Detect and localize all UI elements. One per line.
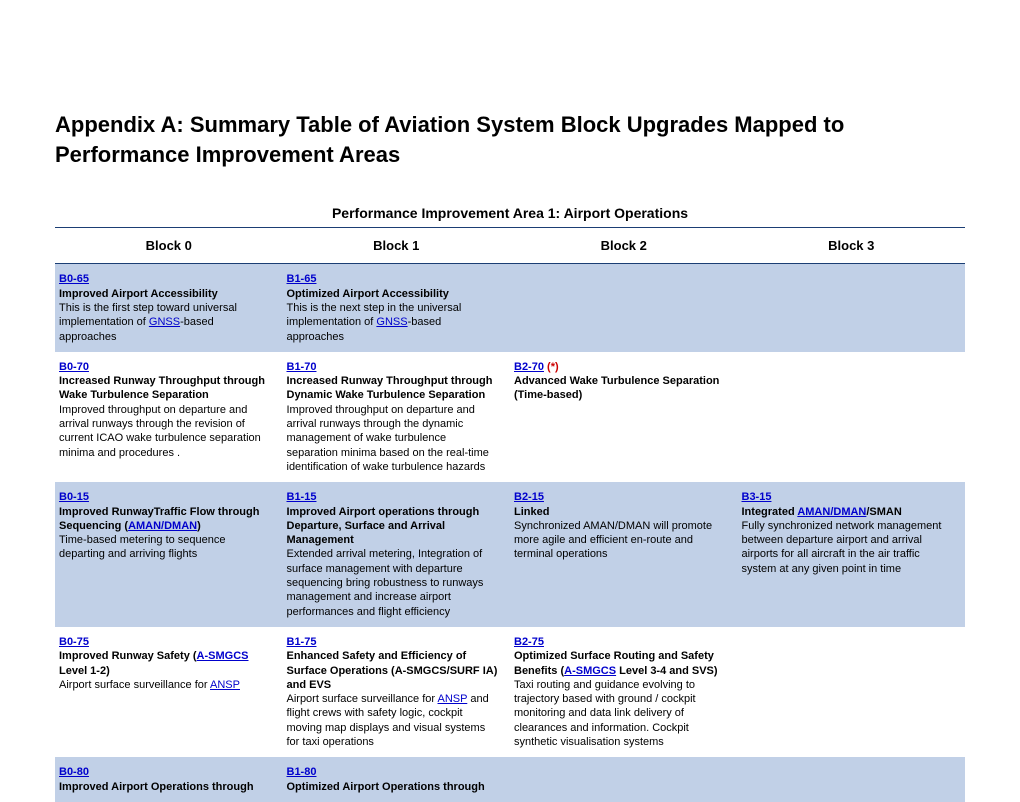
block-desc-pre: Time-based metering to sequence departin… (59, 534, 226, 560)
table-cell: B1-70 Increased Runway Throughput through… (283, 352, 511, 482)
table-cell: B3-15 Integrated AMAN/DMAN/SMAN Fully sync… (738, 482, 966, 627)
block-title-post: ) (197, 520, 201, 532)
block-desc-link[interactable]: GNSS (376, 316, 407, 328)
block-title: Optimized Surface Routing and Safety Ben… (514, 650, 718, 676)
block-code-link[interactable]: B2-15 (514, 491, 544, 503)
block-desc-pre: Airport surface surveillance for (59, 679, 210, 691)
block-title: Enhanced Safety and Efficiency of Surfac… (287, 650, 498, 691)
table-cell (738, 264, 966, 352)
page-container: Appendix A: Summary Table of Aviation Sy… (0, 0, 1020, 802)
block-code-link[interactable]: B0-65 (59, 273, 89, 285)
block-code-link[interactable]: B1-80 (287, 766, 317, 778)
table-cell (510, 757, 738, 802)
table-cell (738, 352, 966, 482)
table-cell: B0-75 Improved Runway Safety (A-SMGCS Lev… (55, 627, 283, 757)
table-cell: B0-65Improved Airport AccessibilityThis … (55, 264, 283, 352)
table-cell: B2-70 (*) Advanced Wake Turbulence Separa… (510, 352, 738, 482)
block-title: Improved Airport operations through Depa… (287, 506, 480, 547)
block-code-link[interactable]: B0-75 (59, 636, 89, 648)
block-title-link[interactable]: AMAN/DMAN (128, 520, 197, 532)
block-desc-link[interactable]: GNSS (149, 316, 180, 328)
block-title: Linked (514, 506, 549, 518)
block-title-link[interactable]: AMAN/DMAN (797, 506, 866, 518)
block-desc-pre: Improved throughput on departure and arr… (59, 404, 261, 459)
block-desc-pre: Fully synchronized network management be… (742, 520, 942, 575)
col-header-block2: Block 2 (510, 228, 738, 264)
col-header-block3: Block 3 (738, 228, 966, 264)
col-header-block1: Block 1 (283, 228, 511, 264)
block-desc-pre: Improved throughput on departure and arr… (287, 404, 489, 473)
block-upgrades-table: Block 0 Block 1 Block 2 Block 3 B0-65 Imp… (55, 227, 965, 802)
col-header-block0: Block 0 (55, 228, 283, 264)
block-title-link[interactable]: A-SMGCS (197, 650, 249, 662)
block-code-link[interactable]: B1-70 (287, 361, 317, 373)
block-title-link[interactable]: A-SMGCS (564, 665, 616, 677)
table-row: B0-75Improved Runway Safety (A-SMGCS Lev… (55, 627, 965, 757)
table-cell: B1-65Optimized Airport AccessibilityThis… (283, 264, 511, 352)
block-code-link[interactable]: B0-15 (59, 491, 89, 503)
section-subtitle: Performance Improvement Area 1: Airport … (55, 205, 965, 221)
table-cell: B1-15 Improved Airport operations through… (283, 482, 511, 627)
table-row: B0-15 Improved RunwayTraffic Flow throug… (55, 482, 965, 627)
table-cell: B0-15 Improved RunwayTraffic Flow throug… (55, 482, 283, 627)
block-title: Integrated AMAN/DMAN/SMAN (742, 506, 902, 518)
table-cell: B1-80 Optimized Airport Operations throug… (283, 757, 511, 802)
block-title: Optimized Airport Accessibility (287, 288, 449, 300)
block-title: Advanced Wake Turbulence Separation (Tim… (514, 375, 719, 401)
block-title-post: Level 1-2) (59, 665, 110, 677)
table-cell: B0-80 Improved Airport Operations through (55, 757, 283, 802)
page-title: Appendix A: Summary Table of Aviation Sy… (55, 110, 965, 169)
block-title-post: /SMAN (866, 506, 901, 518)
block-desc-link[interactable]: ANSP (210, 679, 240, 691)
table-header-row: Block 0 Block 1 Block 2 Block 3 (55, 228, 965, 264)
block-title: Improved Runway Safety (A-SMGCS Level 1-… (59, 650, 249, 676)
block-title: Improved Airport Accessibility (59, 288, 218, 300)
table-cell: B2-15 Linked Synchronized AMAN/DMAN will p… (510, 482, 738, 627)
code-suffix-marker: (*) (544, 361, 559, 373)
block-code-link[interactable]: B2-70 (514, 361, 544, 373)
table-cell: B1-75 Enhanced Safety and Efficiency of S… (283, 627, 511, 757)
block-code-link[interactable]: B3-15 (742, 491, 772, 503)
table-row: B0-70 Increased Runway Throughput through… (55, 352, 965, 482)
block-code-link[interactable]: B2-75 (514, 636, 544, 648)
block-code-link[interactable]: B1-65 (287, 273, 317, 285)
table-cell (510, 264, 738, 352)
table-cell: B0-70 Increased Runway Throughput through… (55, 352, 283, 482)
block-code-link[interactable]: B0-70 (59, 361, 89, 373)
block-title: Improved Airport Operations through (59, 781, 254, 793)
block-title: Increased Runway Throughput through Wake… (59, 375, 265, 401)
table-body: B0-65Improved Airport AccessibilityThis … (55, 264, 965, 802)
table-row: B0-65Improved Airport AccessibilityThis … (55, 264, 965, 352)
block-desc-link[interactable]: ANSP (438, 693, 468, 705)
block-code-link[interactable]: B1-15 (287, 491, 317, 503)
table-cell: B2-75 Optimized Surface Routing and Safet… (510, 627, 738, 757)
table-row: B0-80 Improved Airport Operations through… (55, 757, 965, 802)
table-cell (738, 757, 966, 802)
table-cell (738, 627, 966, 757)
block-code-link[interactable]: B0-80 (59, 766, 89, 778)
block-code-link[interactable]: B1-75 (287, 636, 317, 648)
block-title-pre: Improved Runway Safety ( (59, 650, 197, 662)
block-title: Increased Runway Throughput through Dyna… (287, 375, 493, 401)
block-title-post: Level 3-4 and SVS) (616, 665, 717, 677)
block-desc-pre: Taxi routing and guidance evolving to tr… (514, 679, 696, 748)
block-desc-pre: Airport surface surveillance for (287, 693, 438, 705)
block-title: Optimized Airport Operations through (287, 781, 485, 793)
block-title-pre: Integrated (742, 506, 798, 518)
block-desc-pre: Extended arrival metering, Integration o… (287, 548, 484, 617)
block-title: Improved RunwayTraffic Flow through Sequ… (59, 506, 259, 532)
block-desc-pre: Synchronized AMAN/DMAN will promote more… (514, 520, 712, 561)
